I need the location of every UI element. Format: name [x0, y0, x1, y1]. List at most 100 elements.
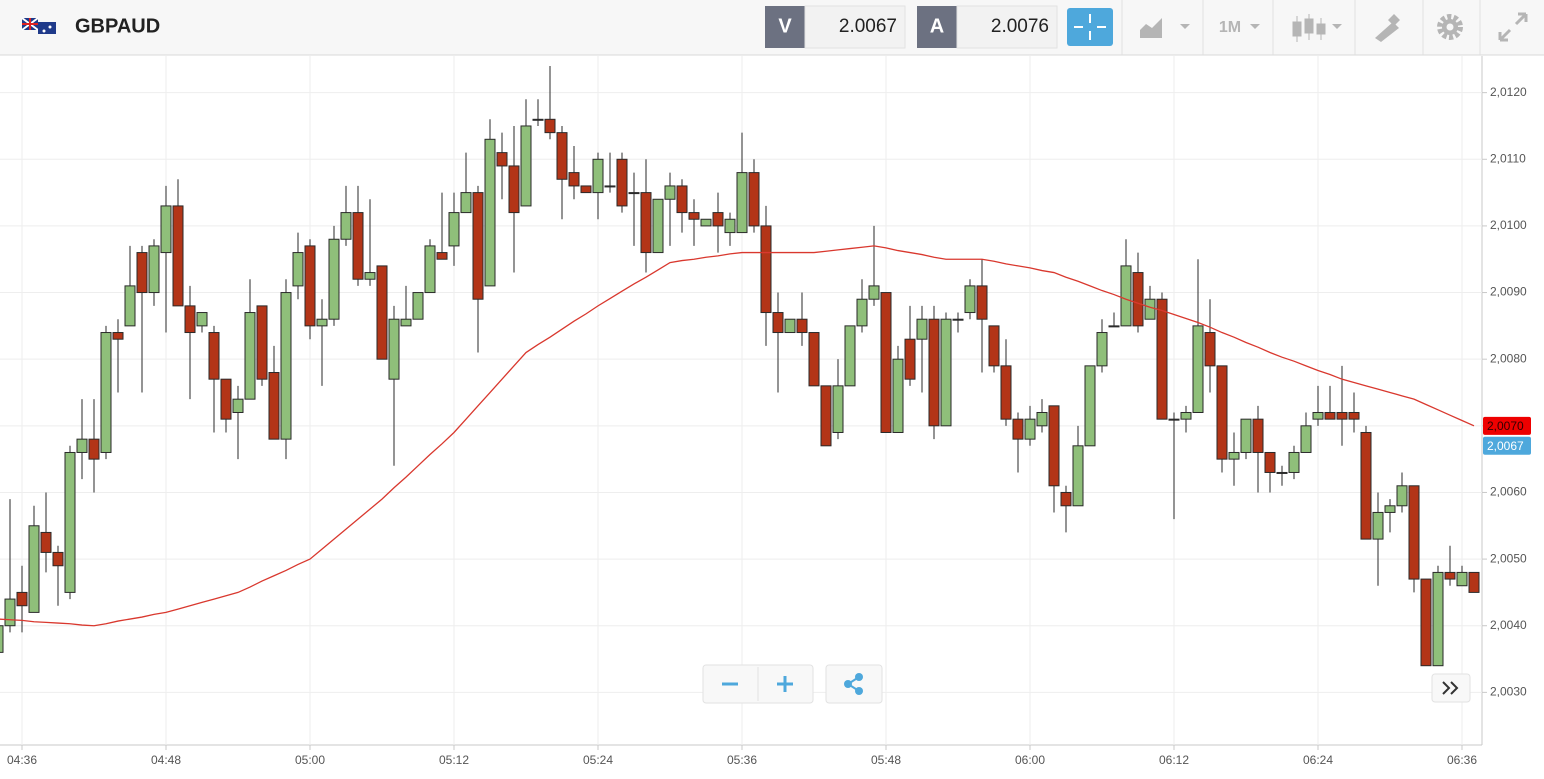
- axes: 2,0030 2,0040 2,0050 2,0060 2,0070 2,0080 2,00…: [7, 85, 1531, 767]
- plot-area: [0, 65, 1480, 667]
- timeframe-button[interactable]: 1M: [1219, 19, 1241, 36]
- timeframe-caret: [1250, 24, 1260, 29]
- candle-body: [784, 318, 796, 334]
- symbol: GBPAUD: [75, 15, 160, 37]
- candle-body: [328, 238, 340, 320]
- toolbar-separators: [1121, 0, 1481, 55]
- candle-body: [100, 332, 112, 453]
- candle-body: [208, 332, 220, 380]
- price-tag-label: 2,0070: [1487, 419, 1524, 433]
- candle-body: [1132, 272, 1144, 327]
- candle-body: [496, 152, 508, 167]
- candle-body: [520, 125, 532, 207]
- candle-body: [664, 185, 676, 200]
- candle-body: [436, 252, 448, 260]
- candle-body: [1060, 491, 1072, 507]
- draw-button[interactable]: [1375, 14, 1400, 42]
- zoom-in-button[interactable]: [777, 676, 793, 692]
- candle-body: [652, 198, 664, 254]
- candle-body: [868, 285, 880, 300]
- candle-body: [736, 172, 748, 234]
- price-tag: [1483, 416, 1531, 435]
- candle-body: [748, 172, 760, 227]
- y-tick-label: 2,0060: [1490, 485, 1527, 499]
- candle-body: [448, 212, 460, 247]
- x-tick-label: 06:00: [1015, 753, 1045, 767]
- candle-body: [892, 358, 904, 433]
- candle-body: [832, 385, 844, 433]
- candle-body: [1240, 418, 1252, 453]
- candle-body: [4, 598, 16, 627]
- candle-body: [1324, 411, 1336, 420]
- x-tick-label: 06:36: [1447, 753, 1477, 767]
- candle-body: [172, 205, 184, 307]
- candle-body: [40, 531, 52, 553]
- bid-label: V: [778, 15, 792, 37]
- candle-body: [244, 312, 256, 400]
- candle-body: [592, 158, 604, 194]
- candle-body: [1336, 411, 1348, 420]
- y-tick-label: 2,0050: [1490, 551, 1527, 565]
- candle-body: [304, 245, 316, 327]
- candle-body: [484, 138, 496, 287]
- crosshair-button[interactable]: [1067, 8, 1113, 46]
- candle-body: [1036, 411, 1048, 427]
- candle-body: [964, 285, 976, 314]
- candle-body: [1396, 485, 1408, 507]
- price-tag: [1483, 436, 1531, 455]
- candle-body: [1048, 405, 1060, 487]
- candle-body: [1072, 445, 1084, 507]
- candle-body: [844, 325, 856, 387]
- candle-body: [124, 285, 136, 327]
- candle-body: [1252, 418, 1264, 453]
- candle-body: [64, 451, 76, 593]
- candle-body: [52, 551, 64, 567]
- candle-body: [808, 332, 820, 387]
- candle-body: [376, 265, 388, 360]
- candle-body: [556, 132, 568, 180]
- y-tick-label: 2,0090: [1490, 285, 1527, 299]
- moving-average-line: [0, 245, 1475, 627]
- candle-body: [1120, 265, 1132, 327]
- candle-body: [568, 172, 580, 187]
- candle-body: [1156, 298, 1168, 420]
- scroll-latest-button[interactable]: [1431, 673, 1471, 703]
- y-tick-label: 2,0110: [1490, 151, 1526, 165]
- share-button[interactable]: [825, 664, 883, 704]
- candle-body: [280, 292, 292, 440]
- candle-body: [1432, 571, 1444, 667]
- candle-body: [772, 312, 784, 334]
- candle-body: [1024, 418, 1036, 440]
- candle-body: [388, 318, 400, 380]
- candle-body: [820, 385, 832, 447]
- candle-body: [1408, 485, 1420, 580]
- fullscreen-button[interactable]: [1498, 12, 1528, 42]
- indicator-button[interactable]: [1140, 18, 1190, 38]
- candle-body: [1168, 418, 1180, 421]
- settings-button[interactable]: [1437, 14, 1463, 40]
- x-tick-label: 06:24: [1303, 753, 1333, 767]
- candle-body: [676, 185, 688, 214]
- candle-body: [292, 252, 304, 287]
- candle-body: [976, 285, 988, 320]
- candle-body: [724, 218, 736, 234]
- candle-body: [940, 318, 952, 427]
- candle-body: [340, 212, 352, 240]
- x-tick-label: 05:48: [871, 753, 901, 767]
- candle-body: [1192, 325, 1204, 413]
- candle-body: [712, 212, 724, 227]
- candle-body: [1312, 411, 1324, 420]
- candle-body: [1204, 332, 1216, 367]
- zoom-controls: [702, 664, 814, 704]
- candle-body: [220, 378, 232, 420]
- candle-body: [400, 318, 412, 327]
- candle-body: [0, 625, 4, 653]
- candle-body: [904, 338, 916, 380]
- chart-type-button[interactable]: [1292, 14, 1342, 42]
- x-tick-label: 05:36: [727, 753, 757, 767]
- ask-label: A: [930, 15, 944, 37]
- candle-body: [1288, 451, 1300, 473]
- candle-body: [532, 118, 544, 121]
- candle-body: [232, 398, 244, 413]
- candle-body: [1444, 571, 1456, 580]
